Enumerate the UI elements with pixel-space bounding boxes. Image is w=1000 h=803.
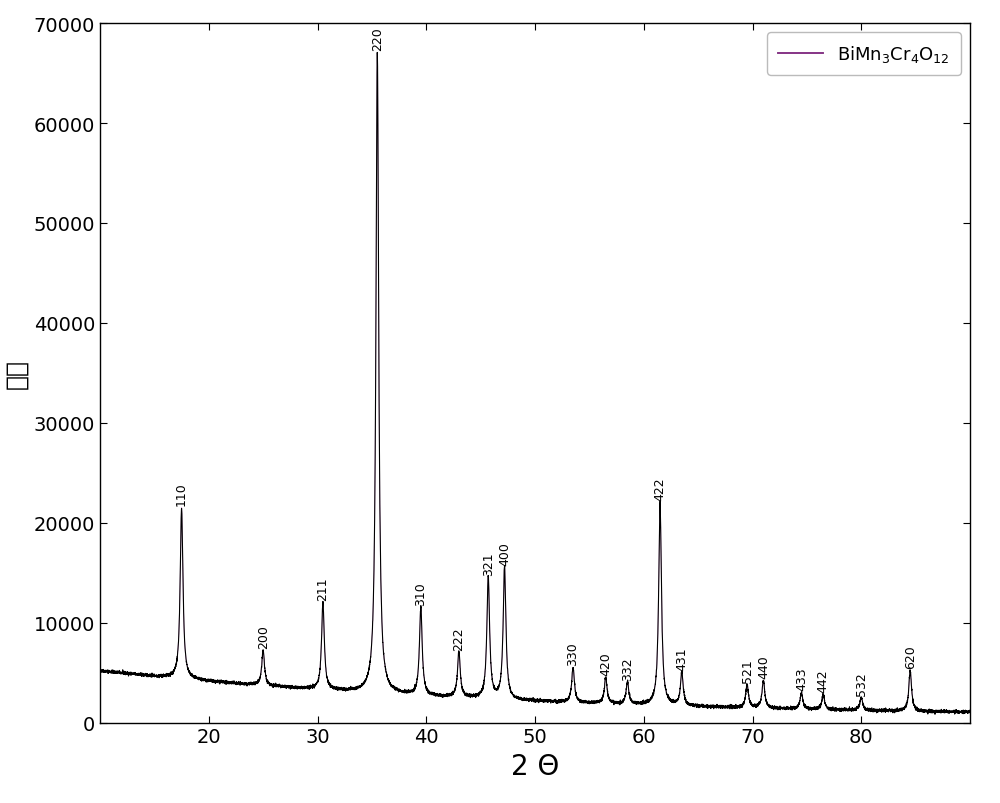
Text: 431: 431 [675, 646, 688, 670]
Text: 400: 400 [498, 541, 511, 565]
Text: 433: 433 [795, 666, 808, 690]
Text: 420: 420 [599, 651, 612, 675]
Text: 440: 440 [757, 654, 770, 678]
Text: 521: 521 [741, 658, 754, 682]
Text: 532: 532 [855, 671, 868, 695]
Text: 220: 220 [371, 27, 384, 51]
Text: 422: 422 [654, 476, 667, 500]
Text: 211: 211 [316, 577, 329, 600]
Text: 620: 620 [904, 644, 917, 668]
Text: 442: 442 [817, 668, 830, 691]
Text: 110: 110 [175, 482, 188, 505]
Text: 330: 330 [567, 641, 580, 665]
Text: 222: 222 [452, 626, 465, 650]
Legend: BiMn$_3$Cr$_4$O$_{12}$: BiMn$_3$Cr$_4$O$_{12}$ [767, 33, 961, 75]
Text: 332: 332 [621, 656, 634, 680]
Y-axis label: 强度: 强度 [4, 358, 28, 389]
X-axis label: 2 Θ: 2 Θ [511, 752, 559, 780]
Text: 310: 310 [414, 581, 427, 605]
Text: 200: 200 [257, 624, 270, 648]
Text: 321: 321 [482, 552, 495, 575]
